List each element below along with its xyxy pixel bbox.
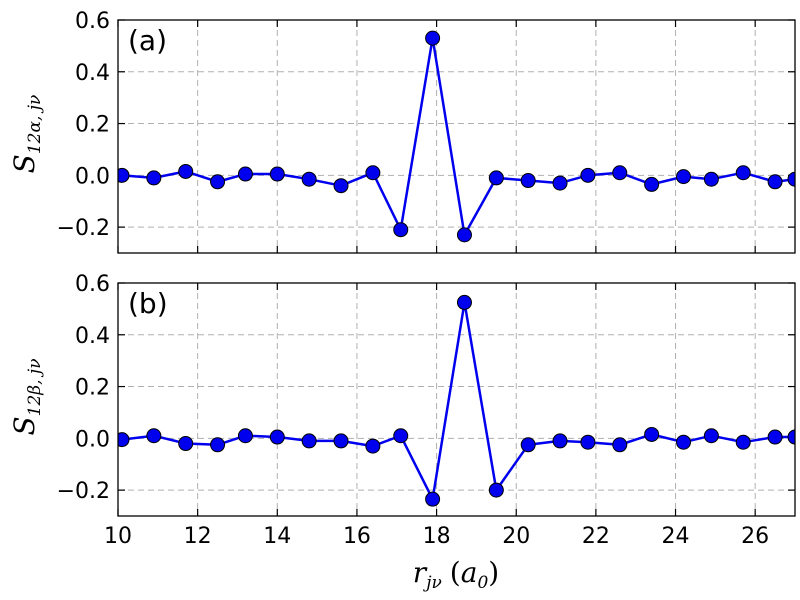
y-tick-label: 0.2: [75, 376, 110, 401]
data-point: [393, 428, 409, 444]
data-point: [703, 428, 719, 444]
x-tick-label: 16: [343, 524, 371, 549]
y-tick-label: 0.4: [75, 61, 110, 86]
y-tick-label: 0.0: [75, 427, 110, 452]
data-point: [178, 163, 194, 179]
data-point: [552, 433, 568, 449]
data-point: [393, 222, 409, 238]
data-point: [552, 175, 568, 191]
x-tick-label: 14: [263, 524, 291, 549]
series-group: [118, 294, 795, 507]
y-tick-label: −0.2: [57, 216, 110, 241]
y-tick-label: 0.6: [75, 272, 110, 297]
x-tick-label: 26: [741, 524, 769, 549]
data-point: [146, 170, 162, 186]
series-line: [121, 36, 795, 237]
y-tick-label: −0.2: [57, 479, 110, 504]
data-point: [425, 491, 441, 507]
data-point: [210, 437, 226, 453]
data-point: [301, 171, 317, 187]
data-point: [365, 438, 381, 454]
data-point: [735, 165, 751, 181]
series-group: [118, 30, 795, 243]
data-point: [365, 165, 381, 181]
panel-a: −0.2 0.0 0.2 0.4 0.6 (a): [57, 9, 796, 254]
x-tick-label: 22: [582, 524, 610, 549]
x-tick-label: 18: [423, 524, 451, 549]
y-axis-label-b: S12β, jν: [8, 358, 45, 435]
data-point: [118, 432, 130, 448]
data-point: [210, 174, 226, 190]
data-point: [333, 433, 349, 449]
plot-frame: [117, 282, 796, 517]
x-tick-label: 12: [184, 524, 212, 549]
data-point: [612, 437, 628, 453]
y-tick-label: 0.2: [75, 113, 110, 138]
data-point: [425, 30, 441, 46]
data-point: [456, 294, 472, 310]
y-tick-label: 0.0: [75, 164, 110, 189]
data-point: [237, 166, 253, 182]
data-point: [146, 428, 162, 444]
y-tick-label: 0.6: [75, 9, 110, 34]
panel-label: (b): [128, 287, 168, 320]
y-axis-label-a: S12α, jν: [8, 95, 45, 174]
data-point: [488, 482, 504, 498]
data-point: [767, 174, 783, 190]
data-point: [703, 171, 719, 187]
data-point: [333, 178, 349, 194]
series-line: [121, 301, 795, 501]
y-tick-label: 0.4: [75, 324, 110, 349]
x-axis-label: rjν (a0): [413, 556, 499, 593]
data-point: [787, 171, 795, 187]
data-point: [118, 167, 130, 183]
panel-label: (a): [128, 24, 167, 57]
data-point: [456, 227, 472, 243]
data-point: [787, 429, 795, 445]
data-point: [675, 169, 691, 185]
data-point: [178, 436, 194, 452]
data-point: [269, 429, 285, 445]
data-point: [675, 434, 691, 450]
data-point: [520, 173, 536, 189]
x-tick-label: 10: [104, 524, 132, 549]
data-point: [644, 426, 660, 442]
data-point: [612, 165, 628, 181]
x-tick-label: 24: [662, 524, 690, 549]
data-point: [580, 434, 596, 450]
x-tick-label: 20: [502, 524, 530, 549]
data-point: [269, 166, 285, 182]
data-point: [488, 170, 504, 186]
data-point: [767, 429, 783, 445]
data-point: [520, 437, 536, 453]
data-point: [735, 434, 751, 450]
plot-frame: [117, 19, 796, 254]
data-point: [237, 428, 253, 444]
data-point: [644, 176, 660, 192]
panel-b: −0.2 0.0 0.2 0.4 0.6 10 12 14 16 18 20 22 24 26 (b): [57, 272, 796, 549]
data-point: [580, 167, 596, 183]
data-point: [301, 433, 317, 449]
